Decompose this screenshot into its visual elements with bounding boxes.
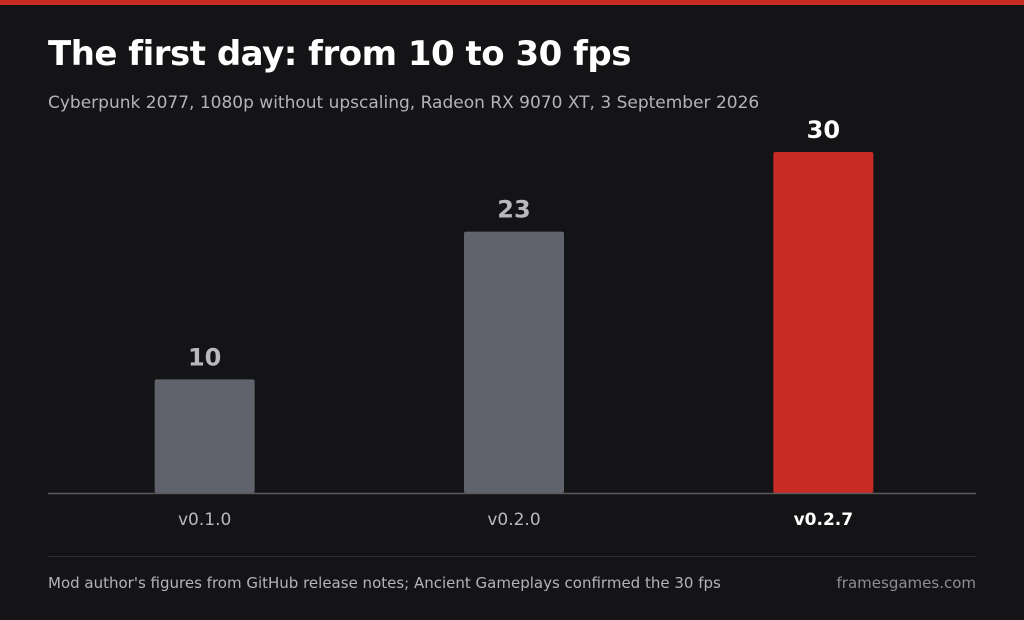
x-tick-label-v0.1.0: v0.1.0 xyxy=(178,510,231,530)
data-label-v0.2.0: 23 xyxy=(497,196,530,224)
data-label-v0.2.7: 30 xyxy=(807,116,840,144)
data-label-v0.1.0: 10 xyxy=(188,343,221,371)
footer-divider xyxy=(48,556,976,557)
x-tick-label-v0.2.7: v0.2.7 xyxy=(794,510,853,530)
bar-v0.2.7 xyxy=(773,152,874,493)
source-note: Mod author's figures from GitHub release… xyxy=(48,574,721,592)
bar-v0.1.0 xyxy=(154,379,255,493)
brand-label: framesgames.com xyxy=(836,574,976,592)
bar-v0.2.0 xyxy=(464,231,564,494)
chart-subtitle: Cyberpunk 2077, 1080p without upscaling,… xyxy=(48,93,760,113)
bar-chart: 10 v0.1.0 23 v0.2.0 30 v0.2.7 xyxy=(48,116,976,530)
chart-title: The first day: from 10 to 30 fps xyxy=(48,34,631,74)
top-accent-bar xyxy=(0,0,1024,5)
x-tick-label-v0.2.0: v0.2.0 xyxy=(487,510,540,530)
